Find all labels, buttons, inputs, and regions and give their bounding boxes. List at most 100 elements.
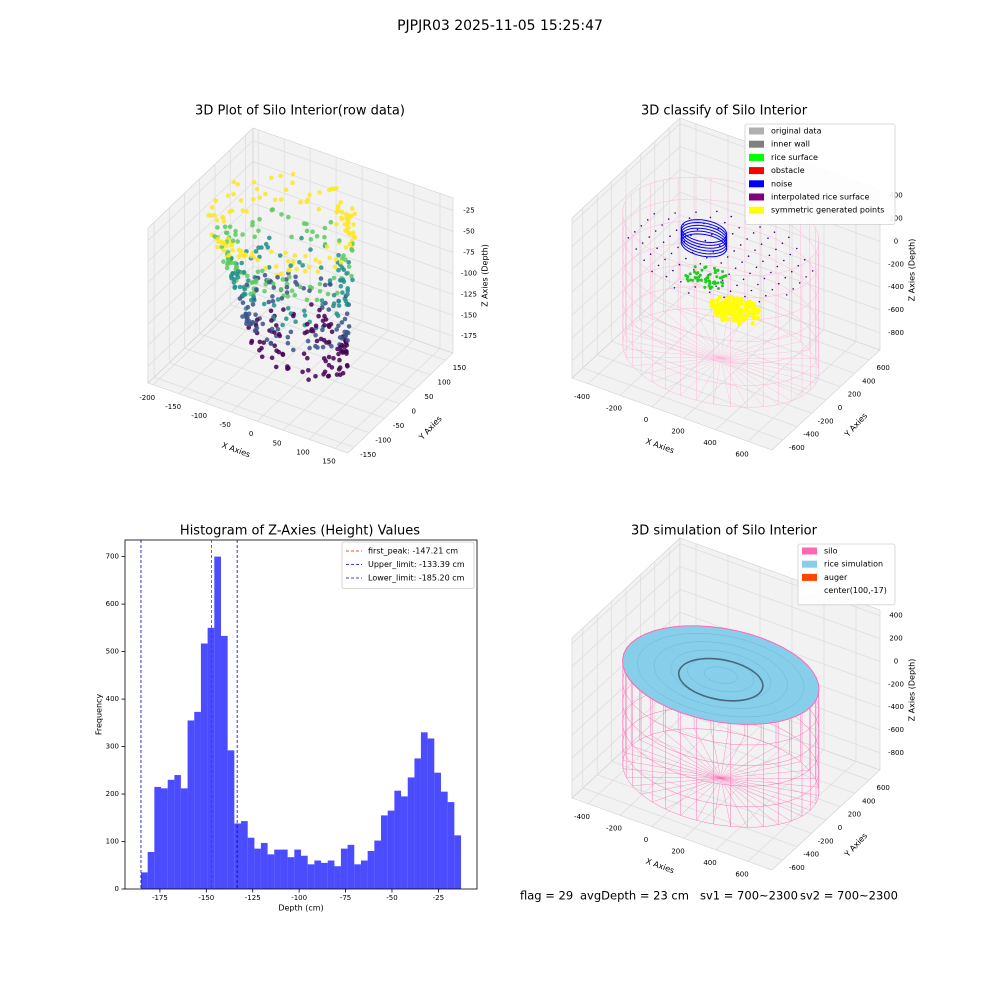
point-illustration <box>731 232 734 235</box>
point-illustration <box>301 351 307 357</box>
chart-title: Histogram of Z-Axies (Height) Values <box>180 524 420 539</box>
point-illustration <box>275 297 281 302</box>
silo-floor-spoke <box>650 314 721 359</box>
point-illustration <box>776 265 779 268</box>
silo-floor-spoke <box>720 740 762 779</box>
point-illustration <box>765 294 767 297</box>
point-illustration <box>758 300 761 303</box>
z-tick-label: -175 <box>461 332 477 340</box>
point-illustration <box>691 278 695 282</box>
legend-label: rice simulation <box>824 560 883 569</box>
y-tick-label: -100 <box>375 437 391 445</box>
point-illustration <box>232 260 237 266</box>
legend-label: Lower_limit: -185.20 cm <box>368 574 465 583</box>
point-illustration <box>680 219 728 244</box>
silo-floor-spoke <box>720 769 810 779</box>
y-tick-label: 0 <box>115 885 119 893</box>
point-illustration <box>342 344 347 350</box>
y-tick-label: 400 <box>862 797 875 805</box>
z-tick-label: 0 <box>894 657 898 665</box>
silo-floor-spoke <box>641 777 721 795</box>
point-illustration <box>338 344 343 350</box>
silo-floor-spoke <box>720 777 748 828</box>
histogram-bar <box>334 866 341 889</box>
point-illustration <box>749 272 751 275</box>
point-illustration <box>763 277 766 280</box>
point-illustration <box>675 229 678 232</box>
point-illustration <box>634 231 636 233</box>
grid-line <box>571 191 881 293</box>
point-illustration <box>314 297 320 303</box>
point-illustration <box>284 316 289 322</box>
grid-line <box>152 129 259 386</box>
point-illustration <box>244 321 249 327</box>
point-illustration <box>318 336 324 342</box>
histogram-bar <box>387 810 395 889</box>
point-illustration <box>706 275 710 279</box>
y-tick-label: 0 <box>412 408 416 416</box>
point-illustration <box>720 284 724 288</box>
y-tick-label: 500 <box>106 648 119 656</box>
point-illustration <box>643 259 645 262</box>
point-illustration <box>222 224 228 230</box>
point-illustration <box>760 243 763 245</box>
histogram-bar <box>287 857 295 889</box>
point-illustration <box>322 322 327 328</box>
point-illustration <box>323 300 328 306</box>
point-illustration <box>266 265 272 270</box>
legend-label: inner wall <box>771 140 810 149</box>
histogram-bar <box>307 864 315 889</box>
point-illustration <box>332 264 338 270</box>
point-illustration <box>322 234 327 240</box>
point-illustration <box>680 221 728 246</box>
grid-line <box>571 566 881 667</box>
histogram-bar <box>440 791 448 889</box>
silo-floor-spoke <box>710 309 721 359</box>
grid-line <box>668 128 870 361</box>
point-illustration <box>246 311 252 317</box>
histogram-bar <box>227 750 235 889</box>
z-tick-label: -25 <box>463 207 474 215</box>
legend-swatch <box>802 573 817 581</box>
point-illustration <box>347 241 353 247</box>
point-illustration <box>320 344 326 350</box>
y-tick-label: -600 <box>789 444 805 452</box>
point-illustration <box>752 232 755 234</box>
point-illustration <box>334 222 339 227</box>
point-illustration <box>310 328 316 334</box>
silo-floor-spoke <box>631 325 721 359</box>
point-illustration <box>805 276 807 278</box>
point-illustration <box>237 296 243 301</box>
point-illustration <box>278 287 284 292</box>
point-illustration <box>313 374 318 379</box>
point-illustration <box>343 228 348 233</box>
silo-floor-spoke <box>622 340 721 359</box>
point-illustration <box>226 253 232 258</box>
point-illustration <box>627 237 630 239</box>
point-illustration <box>747 302 752 308</box>
point-illustration <box>351 230 356 235</box>
point-illustration <box>235 182 240 187</box>
silo-floor-spoke <box>713 357 721 405</box>
point-illustration <box>257 348 262 353</box>
point-illustration <box>757 283 759 286</box>
point-illustration <box>350 277 355 283</box>
legend-label: original data <box>771 127 822 136</box>
point-illustration <box>240 300 246 306</box>
point-illustration <box>251 179 257 185</box>
point-illustration <box>275 326 281 332</box>
legend-label: Upper_limit: -133.39 cm <box>368 560 465 569</box>
point-illustration <box>251 290 256 296</box>
point-illustration <box>212 212 217 218</box>
point-illustration <box>337 335 343 340</box>
point-illustration <box>298 199 303 205</box>
point-illustration <box>783 259 785 262</box>
point-illustration <box>322 225 328 231</box>
point-illustration <box>704 239 707 242</box>
silo-floor-spoke <box>720 357 764 407</box>
grid-line <box>571 611 881 713</box>
x-tick-label: -150 <box>198 894 214 902</box>
x-tick-label: 50 <box>273 439 282 447</box>
histogram-bar <box>347 844 355 889</box>
point-illustration <box>313 332 318 338</box>
